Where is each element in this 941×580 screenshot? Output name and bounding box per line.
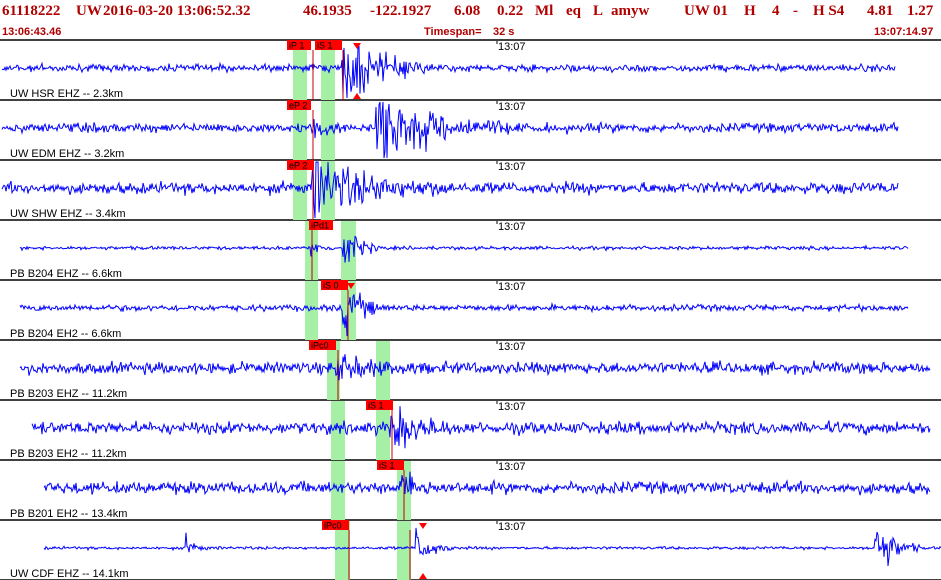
phase-window-band xyxy=(376,401,390,460)
station-label: PB B203 EH2 -- 11.2km xyxy=(10,448,127,460)
triangle-down-icon[interactable] xyxy=(347,283,355,289)
triangle-down-icon[interactable] xyxy=(419,523,427,529)
phase-count: 4 xyxy=(772,3,780,19)
phase-window-band xyxy=(305,281,318,340)
event-id: 61118222 xyxy=(2,3,61,19)
trace-panel[interactable]: 13:07 iPc0 PB B203 EHZ -- 11.2km xyxy=(9,340,931,402)
pick-label[interactable]: iS 1 xyxy=(368,401,384,411)
pick-label[interactable]: iPd1 xyxy=(311,221,329,231)
pick-label-box[interactable] xyxy=(315,40,342,50)
event-author: amyw xyxy=(611,3,650,19)
trace-panel[interactable]: 13:07 iPc0 UW CDF EHZ -- 14.1km xyxy=(9,520,941,580)
phase-window-band xyxy=(327,341,340,400)
event-header: 61118222 UW 2016-03-20 13:06:52.32 46.19… xyxy=(0,0,941,40)
trace-panel[interactable]: 13:07 iPd1 PB B204 EHZ -- 6.6km xyxy=(9,220,909,282)
event-depth: 6.08 xyxy=(454,3,481,19)
minute-tick-label: 13:07 xyxy=(498,341,526,353)
station-label: UW EDM EHZ -- 3.2km xyxy=(10,148,124,160)
pick-label[interactable]: eP 2 xyxy=(289,101,307,111)
event-version: 01 xyxy=(713,3,728,19)
pick-label-box[interactable] xyxy=(309,340,336,350)
pick-label[interactable]: iS 0 xyxy=(323,281,339,291)
waveform-trace xyxy=(31,406,931,449)
trace-panel[interactable]: 13:07 iP 1 iS 1 UW HSR EHZ -- 2.3km xyxy=(1,40,896,102)
waveform-trace xyxy=(1,161,899,219)
waveform-trace xyxy=(43,527,941,567)
value-b: 1.27 xyxy=(907,3,934,19)
waveform-trace xyxy=(43,471,931,496)
waveform-trace xyxy=(1,45,896,99)
station-label: UW SHW EHZ -- 3.4km xyxy=(10,208,126,220)
origin-source: UW xyxy=(684,3,710,19)
waveform-trace xyxy=(19,354,931,381)
minute-tick-label: 13:07 xyxy=(498,281,526,293)
event-network: UW xyxy=(76,3,102,19)
pick-label[interactable]: iPc0 xyxy=(311,341,329,351)
pick-label[interactable]: iS 1 xyxy=(379,461,395,471)
minute-tick-label: 13:07 xyxy=(498,101,526,113)
value-a: 4.81 xyxy=(867,3,894,19)
waveform-trace xyxy=(1,101,899,159)
minute-tick-label: 13:07 xyxy=(498,461,526,473)
event-latitude: 46.1935 xyxy=(303,3,352,19)
pick-label-box[interactable] xyxy=(287,160,314,170)
pick-label-box[interactable] xyxy=(366,400,393,410)
pick-label[interactable]: iS 1 xyxy=(317,41,333,51)
waveform-trace xyxy=(19,235,909,263)
phase-window-band xyxy=(331,401,345,460)
triangle-down-icon[interactable] xyxy=(353,43,361,49)
start-time: 13:06:43.46 xyxy=(2,26,62,38)
waveform-trace xyxy=(19,292,909,337)
event-magnitude: 0.22 xyxy=(497,3,524,19)
station-label: UW CDF EHZ -- 14.1km xyxy=(10,568,129,580)
minute-tick-label: 13:07 xyxy=(498,221,526,233)
trace-panel[interactable]: 13:07 iS 0 PB B204 EH2 -- 6.6km xyxy=(9,280,909,342)
magnitude-type: Ml xyxy=(535,3,554,19)
pick-label-box[interactable] xyxy=(309,220,333,230)
station-label: UW HSR EHZ -- 2.3km xyxy=(10,88,123,100)
pick-label[interactable]: eP 2 xyxy=(289,161,307,171)
phase-window-band xyxy=(335,521,350,580)
event-longitude: -122.1927 xyxy=(370,3,432,19)
triangle-up-icon[interactable] xyxy=(419,573,427,579)
trace-panel[interactable]: 13:07 eP 2 UW SHW EHZ -- 3.4km xyxy=(1,160,899,222)
phase-window-band xyxy=(293,41,307,100)
pick-label-box[interactable] xyxy=(287,100,311,110)
pick-label[interactable]: iP 1 xyxy=(289,41,304,51)
pick-label-box[interactable] xyxy=(322,520,349,530)
location-type: L xyxy=(593,3,604,19)
header-separator: - xyxy=(793,3,798,19)
minute-tick-label: 13:07 xyxy=(498,521,526,533)
pick-label-box[interactable] xyxy=(377,460,404,470)
station-label: PB B201 EH2 -- 13.4km xyxy=(10,508,127,520)
triangle-up-icon[interactable] xyxy=(353,93,361,99)
pick-label-box[interactable] xyxy=(287,40,311,50)
station-label: PB B203 EHZ -- 11.2km xyxy=(10,388,127,400)
solution-code: H S4 xyxy=(813,3,845,19)
pick-label-box[interactable] xyxy=(321,280,348,290)
station-label: PB B204 EHZ -- 6.6km xyxy=(10,268,122,280)
minute-tick-label: 13:07 xyxy=(498,41,526,53)
pick-label[interactable]: iPc0 xyxy=(324,521,342,531)
trace-panel[interactable]: 13:07 iS 1 PB B201 EH2 -- 13.4km xyxy=(9,460,931,522)
event-type: eq xyxy=(566,3,581,19)
timespan-label: Timespan= xyxy=(424,26,482,38)
station-label: PB B204 EH2 -- 6.6km xyxy=(10,328,121,340)
end-time: 13:07:14.97 xyxy=(874,26,934,38)
phase-window-band xyxy=(397,521,411,580)
minute-tick-label: 13:07 xyxy=(498,161,526,173)
event-datetime: 2016-03-20 13:06:52.32 xyxy=(103,3,251,19)
trace-panel[interactable]: 13:07 eP 2 UW EDM EHZ -- 3.2km xyxy=(1,100,899,162)
phase-window-band xyxy=(321,161,335,220)
trace-panel[interactable]: 13:07 iS 1 PB B203 EH2 -- 11.2km xyxy=(9,400,931,462)
timespan-value: 32 s xyxy=(493,26,515,38)
event-quality: H xyxy=(744,3,756,19)
phase-window-band xyxy=(293,101,307,160)
minute-tick-label: 13:07 xyxy=(498,401,526,413)
